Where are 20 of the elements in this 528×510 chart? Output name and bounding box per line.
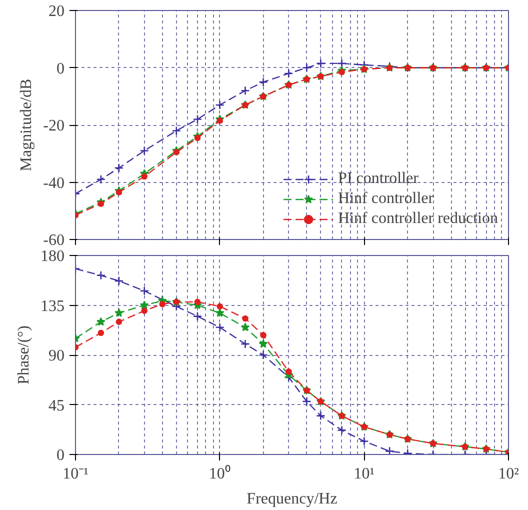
y-tick-label: 180 xyxy=(40,248,64,265)
x-tick-label: 10⁻¹ xyxy=(62,466,89,482)
legend-label: Hinf controller xyxy=(338,190,434,208)
y-tick-label: 0 xyxy=(56,447,64,464)
x-tick-label: 10² xyxy=(498,466,520,482)
y-tick-label: -40 xyxy=(43,174,64,192)
y-tick-label: -60 xyxy=(43,232,64,249)
y-axis-title: Phase/(°) xyxy=(16,326,32,384)
legend-label: Hinf controller reduction xyxy=(338,210,498,228)
y-tick-label: 20 xyxy=(48,3,64,20)
y-axis-title: Magnitude/dB xyxy=(18,78,36,172)
x-tick-label: 10⁰ xyxy=(208,464,231,482)
x-tick-label: 10¹ xyxy=(354,466,375,482)
y-tick-label: 45 xyxy=(48,397,64,414)
x-axis-title: Frequency/Hz xyxy=(246,490,338,508)
legend-label: PI controller xyxy=(338,170,418,188)
y-tick-label: -20 xyxy=(43,118,64,134)
y-tick-label: 90 xyxy=(48,348,64,364)
y-tick-label: 135 xyxy=(40,298,64,315)
y-tick-label: 0 xyxy=(56,60,64,78)
